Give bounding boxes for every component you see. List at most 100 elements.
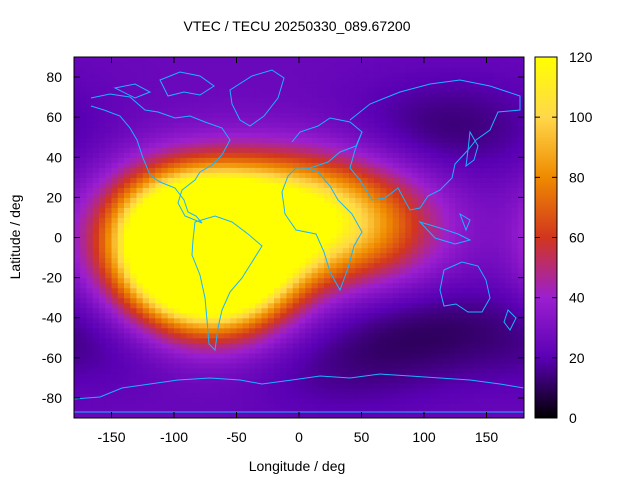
heatmap-cell: [292, 187, 300, 193]
heatmap-cell: [430, 102, 438, 108]
heatmap-cell: [442, 412, 450, 418]
heatmap-cell: [167, 127, 175, 133]
heatmap-cell: [374, 232, 381, 239]
heatmap-cell: [192, 172, 200, 178]
heatmap-cell: [167, 307, 175, 314]
heatmap-cell: [124, 322, 131, 329]
heatmap-cell: [355, 392, 363, 399]
heatmap-cell: [149, 142, 156, 148]
heatmap-cell: [499, 72, 506, 78]
heatmap-cell: [417, 402, 425, 409]
heatmap-cell: [186, 252, 194, 259]
heatmap-cell: [261, 267, 269, 274]
heatmap-cell: [386, 407, 394, 414]
heatmap-cell: [174, 387, 181, 394]
heatmap-cell: [311, 257, 319, 264]
heatmap-cell: [324, 317, 331, 324]
heatmap-cell: [124, 282, 131, 289]
heatmap-cell: [467, 342, 475, 349]
heatmap-cell: [380, 302, 388, 309]
heatmap-cell: [130, 402, 138, 409]
heatmap-cell: [317, 207, 325, 214]
heatmap-cell: [480, 317, 488, 324]
heatmap-cell: [124, 262, 131, 269]
heatmap-cell: [217, 327, 225, 334]
heatmap-cell: [417, 357, 425, 364]
heatmap-cell: [142, 362, 150, 369]
heatmap-cell: [117, 262, 125, 269]
heatmap-cell: [399, 167, 406, 173]
heatmap-cell: [386, 312, 394, 319]
heatmap-cell: [80, 172, 88, 178]
heatmap-cell: [392, 342, 400, 349]
heatmap-cell: [317, 322, 325, 329]
heatmap-cell: [442, 207, 450, 214]
heatmap-cell: [461, 387, 469, 394]
heatmap-cell: [405, 297, 413, 304]
heatmap-cell: [174, 262, 181, 269]
heatmap-cell: [461, 267, 469, 274]
heatmap-cell: [286, 202, 294, 209]
heatmap-cell: [142, 242, 150, 249]
heatmap-cell: [92, 402, 100, 409]
heatmap-cell: [411, 372, 419, 379]
heatmap-cell: [324, 207, 331, 214]
heatmap-cell: [342, 322, 350, 329]
heatmap-cell: [249, 102, 256, 108]
heatmap-cell: [361, 157, 369, 163]
heatmap-cell: [217, 162, 225, 168]
heatmap-cell: [149, 82, 156, 88]
heatmap-cell: [492, 352, 500, 359]
heatmap-cell: [392, 72, 400, 78]
heatmap-cell: [442, 322, 450, 329]
heatmap-cell: [299, 347, 306, 354]
heatmap-cell: [80, 407, 88, 414]
heatmap-cell: [92, 232, 100, 239]
heatmap-cell: [355, 337, 363, 344]
heatmap-cell: [280, 367, 288, 374]
heatmap-cell: [92, 167, 100, 173]
heatmap-cell: [417, 387, 425, 394]
heatmap-cell: [205, 182, 213, 188]
heatmap-cell: [317, 97, 325, 103]
heatmap-cell: [349, 387, 356, 394]
heatmap-cell: [155, 382, 163, 389]
heatmap-cell: [230, 292, 238, 299]
heatmap-cell: [499, 177, 506, 183]
heatmap-cell: [130, 277, 138, 284]
heatmap-cell: [149, 322, 156, 329]
heatmap-cell: [499, 407, 506, 414]
heatmap-cell: [211, 412, 219, 418]
heatmap-cell: [117, 92, 125, 98]
heatmap-cell: [392, 357, 400, 364]
heatmap-cell: [292, 377, 300, 384]
heatmap-cell: [424, 317, 431, 324]
heatmap-cell: [186, 217, 194, 224]
heatmap-cell: [430, 77, 438, 83]
heatmap-cell: [80, 357, 88, 364]
heatmap-cell: [374, 92, 381, 98]
heatmap-cell: [324, 407, 331, 414]
heatmap-cell: [492, 292, 500, 299]
heatmap-cell: [349, 132, 356, 138]
heatmap-cell: [380, 227, 388, 234]
heatmap-cell: [180, 147, 188, 153]
heatmap-cell: [480, 327, 488, 334]
heatmap-cell: [424, 177, 431, 183]
heatmap-cell: [424, 357, 431, 364]
heatmap-cell: [355, 67, 363, 73]
heatmap-cell: [167, 247, 175, 254]
heatmap-cell: [280, 302, 288, 309]
heatmap-cell: [192, 297, 200, 304]
heatmap-cell: [261, 317, 269, 324]
heatmap-cell: [417, 282, 425, 289]
heatmap-cell: [411, 202, 419, 209]
heatmap-cell: [167, 157, 175, 163]
heatmap-cell: [111, 127, 119, 133]
heatmap-cell: [180, 362, 188, 369]
heatmap-cell: [249, 372, 256, 379]
heatmap-cell: [117, 387, 125, 394]
heatmap-cell: [211, 342, 219, 349]
heatmap-cell: [386, 247, 394, 254]
heatmap-cell: [224, 282, 231, 289]
